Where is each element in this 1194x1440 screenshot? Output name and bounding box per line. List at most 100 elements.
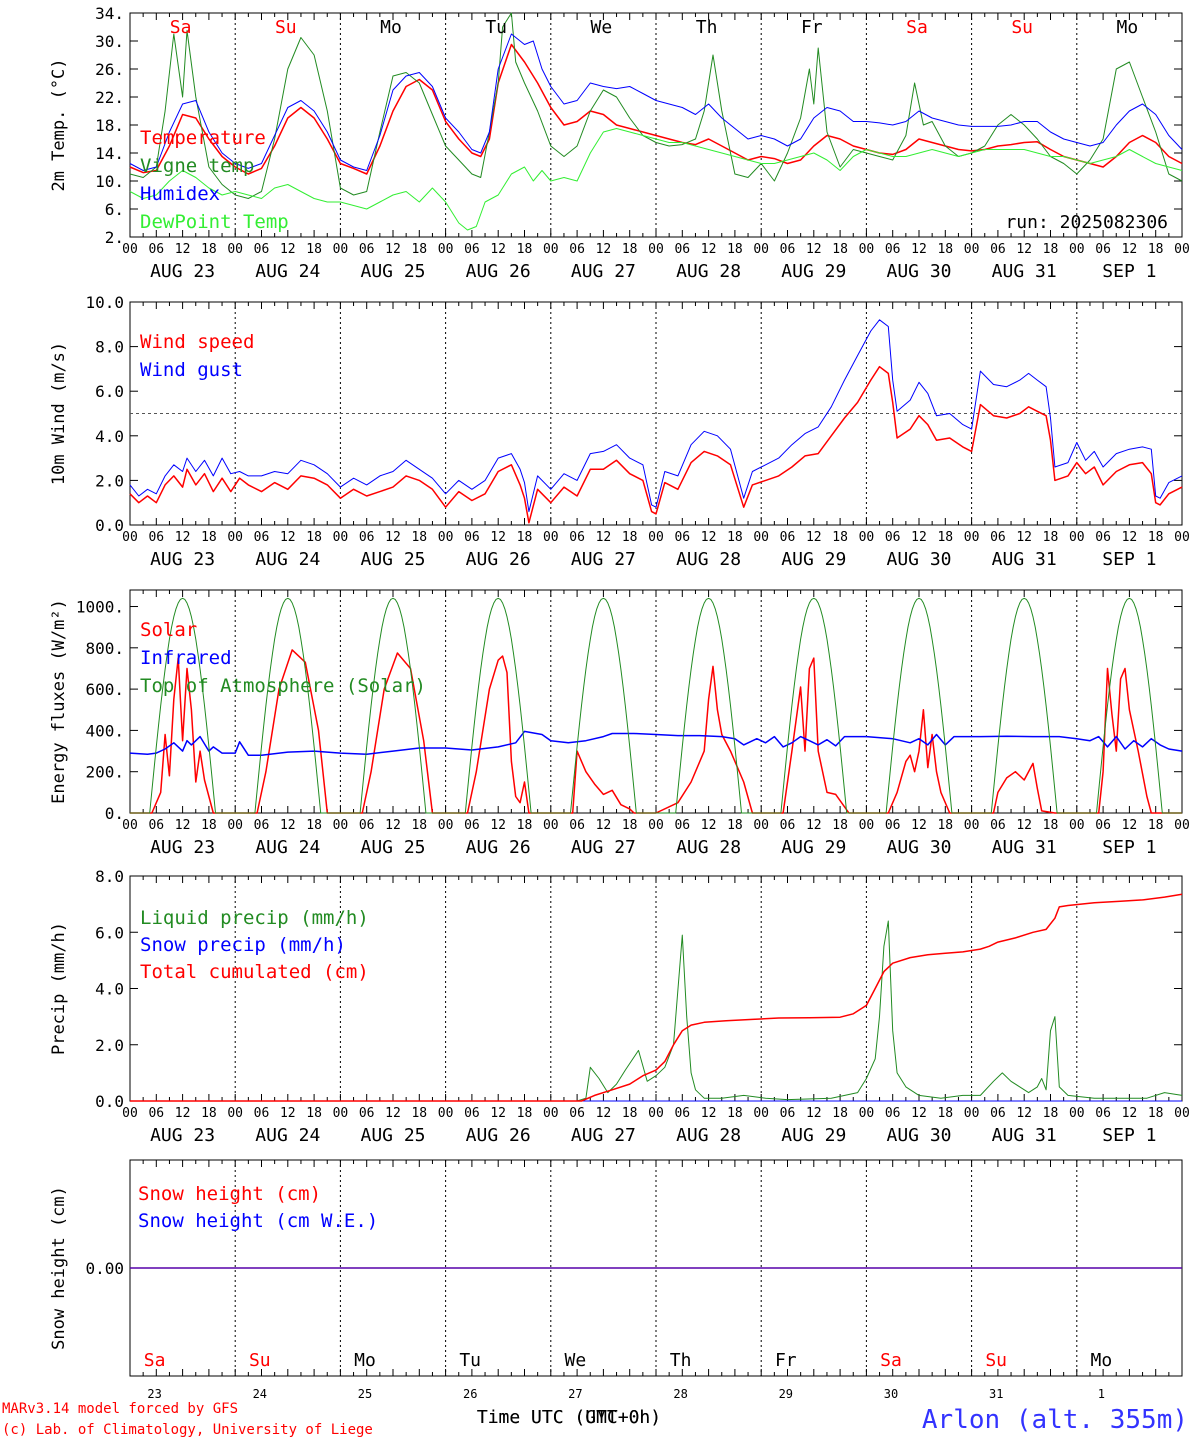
y-tick-label: 0.0: [95, 1092, 124, 1111]
y-tick-label: 8.0: [95, 338, 124, 357]
hour-tick-label: 12: [490, 242, 506, 257]
hour-tick-label: 06: [990, 530, 1006, 545]
series-line-wind-speed: [129, 365, 1183, 524]
hour-tick-label: 00: [753, 242, 769, 257]
weekday-label-bottom: Sa: [144, 1350, 166, 1371]
hour-tick-label: 06: [148, 242, 164, 257]
day-label: AUG 24: [255, 549, 320, 570]
y-axis-label: Energy fluxes (W/m²): [49, 599, 69, 804]
hour-tick-label: 12: [806, 242, 822, 257]
y-tick-label: 400.: [85, 721, 124, 740]
hour-tick-label: 00: [438, 242, 454, 257]
hour-tick-label: 12: [490, 818, 506, 833]
series-line-wind-gust: [129, 319, 1183, 513]
hour-tick-label: 06: [359, 242, 375, 257]
legend-entry: Infrared: [140, 647, 232, 669]
hour-tick-label: 00: [333, 818, 349, 833]
hour-tick-label: 12: [385, 242, 401, 257]
hour-tick-label: 18: [1043, 1106, 1059, 1121]
hour-tick-label: 00: [333, 530, 349, 545]
day-label: AUG 26: [466, 549, 531, 570]
hour-tick-label: 12: [911, 242, 927, 257]
hour-tick-label: 00: [333, 1106, 349, 1121]
hour-tick-label: 12: [701, 1106, 717, 1121]
hour-tick-label: 00: [438, 530, 454, 545]
hour-tick-label: 00: [859, 1106, 875, 1121]
hour-tick-label: 00: [1174, 530, 1190, 545]
day-number-label: 23: [147, 1387, 161, 1401]
series-line-solar: [130, 649, 1182, 814]
legend-entry: Total cumulated (cm): [140, 961, 369, 983]
weekday-label-top: Fr: [801, 17, 823, 38]
hour-tick-label: 12: [1122, 242, 1138, 257]
hour-tick-label: 12: [175, 242, 191, 257]
hour-tick-label: 18: [517, 242, 533, 257]
hour-tick-label: 00: [543, 530, 559, 545]
y-tick-label: 14.: [95, 144, 124, 163]
hour-tick-label: 18: [622, 242, 638, 257]
hour-tick-label: 06: [464, 530, 480, 545]
y-tick-label: 0.0: [95, 516, 124, 535]
hour-tick-label: 00: [648, 1106, 664, 1121]
y-tick-label: 2.0: [95, 471, 124, 490]
day-label: AUG 25: [360, 837, 425, 858]
hour-tick-label: 00: [438, 818, 454, 833]
hour-tick-label: 00: [859, 818, 875, 833]
hour-tick-label: 06: [1095, 242, 1111, 257]
hour-tick-label: 12: [806, 1106, 822, 1121]
day-label: SEP 1: [1102, 261, 1156, 282]
y-tick-label: 26.: [95, 60, 124, 79]
hour-tick-label: 18: [832, 1106, 848, 1121]
day-number-label: 29: [779, 1387, 793, 1401]
y-axis-label: Snow height (cm): [49, 1186, 69, 1350]
hour-tick-label: 06: [464, 242, 480, 257]
series-line-dewpoint-temp: [129, 128, 1183, 231]
y-axis-label: 10m Wind (m/s): [49, 342, 69, 485]
day-label: AUG 27: [571, 549, 636, 570]
hour-tick-label: 06: [148, 1106, 164, 1121]
day-label: AUG 24: [255, 837, 320, 858]
weekday-label-top: Sa: [170, 17, 192, 38]
hour-tick-label: 18: [1043, 818, 1059, 833]
hour-tick-label: 00: [122, 242, 138, 257]
y-tick-label: 4.0: [95, 427, 124, 446]
hour-tick-label: 06: [885, 1106, 901, 1121]
hour-tick-label: 00: [1174, 818, 1190, 833]
hour-tick-label: 00: [859, 530, 875, 545]
day-label: AUG 27: [571, 261, 636, 282]
hour-tick-label: 06: [674, 1106, 690, 1121]
y-tick-label: 4.0: [95, 980, 124, 999]
day-label: AUG 23: [150, 549, 215, 570]
hour-tick-label: 18: [201, 530, 217, 545]
hour-tick-label: 00: [438, 1106, 454, 1121]
hour-tick-label: 06: [254, 1106, 270, 1121]
hour-tick-label: 00: [227, 242, 243, 257]
weekday-label-top: Mo: [1117, 17, 1139, 38]
hour-tick-label: 12: [1016, 242, 1032, 257]
hour-tick-label: 00: [1174, 1106, 1190, 1121]
hour-tick-label: 18: [411, 1106, 427, 1121]
hour-tick-label: 18: [201, 242, 217, 257]
day-label: AUG 28: [676, 1125, 741, 1146]
hour-tick-label: 00: [227, 530, 243, 545]
y-tick-label: 6.: [105, 200, 124, 219]
legend-entry: Liquid precip (mm/h): [140, 907, 369, 929]
panels-group: 2.6.10.14.18.22.26.30.34.2m Temp. (°C) Te…: [49, 4, 1190, 1401]
hour-tick-label: 06: [780, 818, 796, 833]
weekday-label-top: Sa: [906, 17, 928, 38]
series-line-liquid-precip-mm-h-: [130, 920, 1183, 1102]
hour-tick-label: 06: [990, 1106, 1006, 1121]
hour-tick-label: 00: [964, 530, 980, 545]
hour-tick-label: 00: [543, 818, 559, 833]
hour-tick-label: 06: [674, 530, 690, 545]
hour-tick-label: 00: [1069, 1106, 1085, 1121]
hour-tick-label: 06: [674, 818, 690, 833]
hour-tick-label: 18: [622, 530, 638, 545]
y-tick-label: 1000.: [76, 598, 124, 617]
weekday-label-bottom: Fr: [775, 1350, 797, 1371]
hour-tick-label: 00: [753, 1106, 769, 1121]
day-label: AUG 24: [255, 261, 320, 282]
hour-tick-label: 12: [490, 1106, 506, 1121]
hour-tick-label: 00: [753, 818, 769, 833]
day-label: AUG 28: [676, 261, 741, 282]
